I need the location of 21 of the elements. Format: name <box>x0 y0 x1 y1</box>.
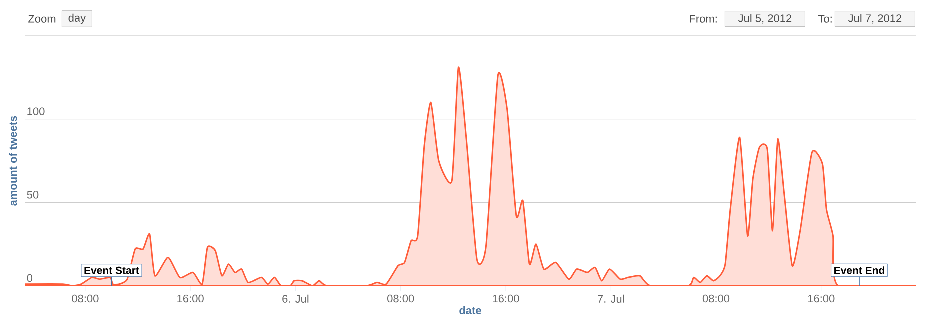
x-tick-label: 6. Jul <box>282 294 309 303</box>
x-axis-title: date <box>460 306 482 315</box>
text: To: <box>818 15 832 23</box>
y-tick-label: 100 <box>28 108 45 116</box>
text: day <box>68 14 86 24</box>
x-tick-label: 08:00 <box>388 294 414 303</box>
text: Jul 5, 2012 <box>738 14 792 24</box>
x-tick-label: 16:00 <box>808 294 835 303</box>
text: Zoom <box>28 15 56 23</box>
annotation: Event End <box>834 266 884 274</box>
annotation: Event Start <box>84 266 140 274</box>
x-tick-label: 08:00 <box>702 294 730 303</box>
text: Jul 7, 2012 <box>848 14 902 24</box>
y-axis-title: amount of tweets <box>9 116 18 206</box>
x-tick-label: 16:00 <box>493 294 520 303</box>
x-tick-label: 7. Jul <box>598 294 624 303</box>
text: From: <box>690 15 717 23</box>
x-tick-label: 08:00 <box>72 294 99 303</box>
y-tick-label: 50 <box>27 191 39 199</box>
y-tick-label: 0 <box>27 274 33 282</box>
x-tick-label: 16:00 <box>178 294 204 303</box>
